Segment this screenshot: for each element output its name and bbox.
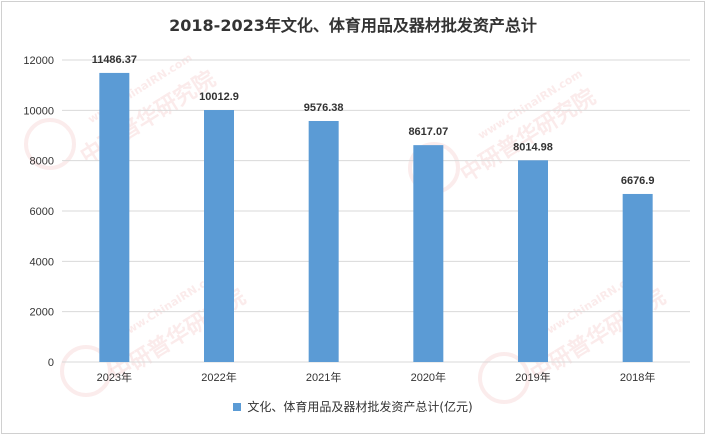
bar bbox=[308, 120, 339, 362]
data-label: 10012.9 bbox=[199, 91, 239, 103]
x-tick-label: 2020年 bbox=[411, 370, 446, 384]
data-label: 8014.98 bbox=[513, 141, 553, 153]
legend-label: 文化、体育用品及器材批发资产总计(亿元) bbox=[247, 400, 473, 414]
bar bbox=[204, 110, 234, 362]
legend: 文化、体育用品及器材批发资产总计(亿元) bbox=[0, 398, 706, 415]
data-label: 8617.07 bbox=[408, 126, 448, 138]
bar bbox=[622, 193, 653, 362]
y-tick-label: 2000 bbox=[30, 307, 54, 319]
data-label: 11486.37 bbox=[92, 54, 137, 66]
y-tick-label: 12000 bbox=[23, 55, 54, 67]
y-tick-label: 4000 bbox=[30, 256, 54, 268]
y-tick-label: 10000 bbox=[23, 105, 54, 117]
data-label: 6676.9 bbox=[621, 175, 655, 187]
x-tick-label: 2018年 bbox=[620, 370, 655, 384]
x-tick-label: 2023年 bbox=[97, 370, 132, 384]
bar bbox=[518, 160, 548, 362]
y-tick-label: 0 bbox=[48, 357, 54, 369]
x-tick-label: 2021年 bbox=[306, 370, 341, 384]
y-tick-label: 8000 bbox=[30, 156, 54, 168]
legend-swatch bbox=[233, 403, 242, 411]
x-tick-label: 2019年 bbox=[515, 370, 550, 384]
chart-title: 2018-2023年文化、体育用品及器材批发资产总计 bbox=[169, 16, 537, 35]
data-label: 9576.38 bbox=[304, 102, 344, 114]
y-tick-label: 6000 bbox=[30, 206, 54, 218]
bar bbox=[99, 72, 130, 362]
x-tick-label: 2022年 bbox=[201, 370, 236, 384]
bar bbox=[413, 145, 444, 362]
